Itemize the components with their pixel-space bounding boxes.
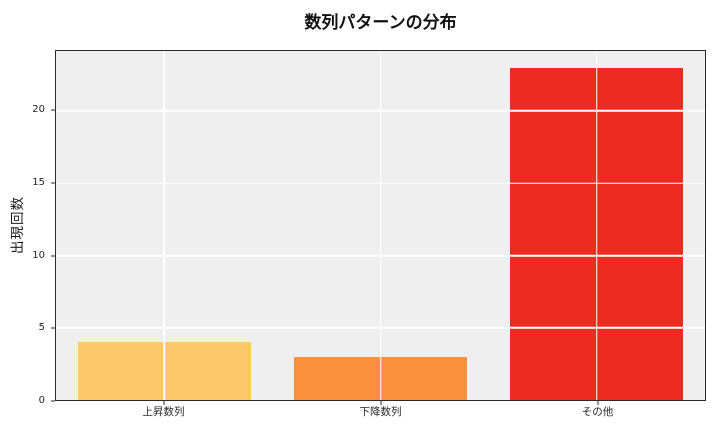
y-tick-mark-0 <box>51 400 55 402</box>
y-tick-label-20: 20 <box>32 104 45 116</box>
x-axis-ticks: 上昇数列 下降数列 その他 <box>55 401 706 423</box>
y-axis-ticks: 0 5 10 15 20 <box>0 50 55 406</box>
y-tick-mark-5 <box>51 327 55 329</box>
plot-area <box>55 50 706 401</box>
y-tick-mark-20 <box>51 109 55 111</box>
x-tick-label-0: 上昇数列 <box>142 406 185 418</box>
y-tick-label-5: 5 <box>38 322 45 334</box>
gridline-x-2 <box>596 51 598 400</box>
y-tick-label-15: 15 <box>32 177 45 188</box>
y-tick-mark-15 <box>51 182 55 184</box>
x-tick-mark-2 <box>597 401 598 405</box>
y-tick-label-10: 10 <box>32 249 45 261</box>
x-tick-label-2: その他 <box>581 406 614 418</box>
y-tick-label-0: 0 <box>38 395 45 406</box>
x-tick-label-1: 下降数列 <box>359 406 402 418</box>
gridline-x-0 <box>163 51 165 400</box>
chart-title: 数列パターンの分布 <box>304 13 457 33</box>
x-tick-mark-1 <box>380 401 381 405</box>
x-tick-mark-0 <box>163 401 164 405</box>
gridline-x-1 <box>379 51 382 400</box>
y-tick-mark-10 <box>51 255 55 257</box>
